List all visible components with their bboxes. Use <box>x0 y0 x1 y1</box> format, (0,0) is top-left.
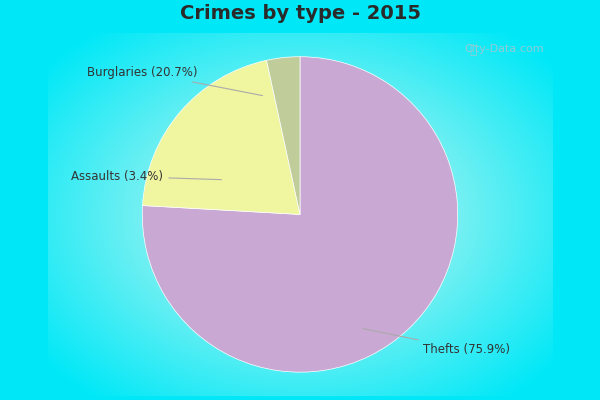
Title: Crimes by type - 2015: Crimes by type - 2015 <box>179 4 421 23</box>
Wedge shape <box>143 60 300 214</box>
Wedge shape <box>142 57 458 372</box>
Text: City-Data.com: City-Data.com <box>465 44 544 54</box>
Wedge shape <box>266 57 300 214</box>
Text: Thefts (75.9%): Thefts (75.9%) <box>362 328 510 356</box>
Text: Burglaries (20.7%): Burglaries (20.7%) <box>87 66 263 96</box>
Text: Assaults (3.4%): Assaults (3.4%) <box>71 170 221 183</box>
Text: ⓘ: ⓘ <box>469 44 476 57</box>
